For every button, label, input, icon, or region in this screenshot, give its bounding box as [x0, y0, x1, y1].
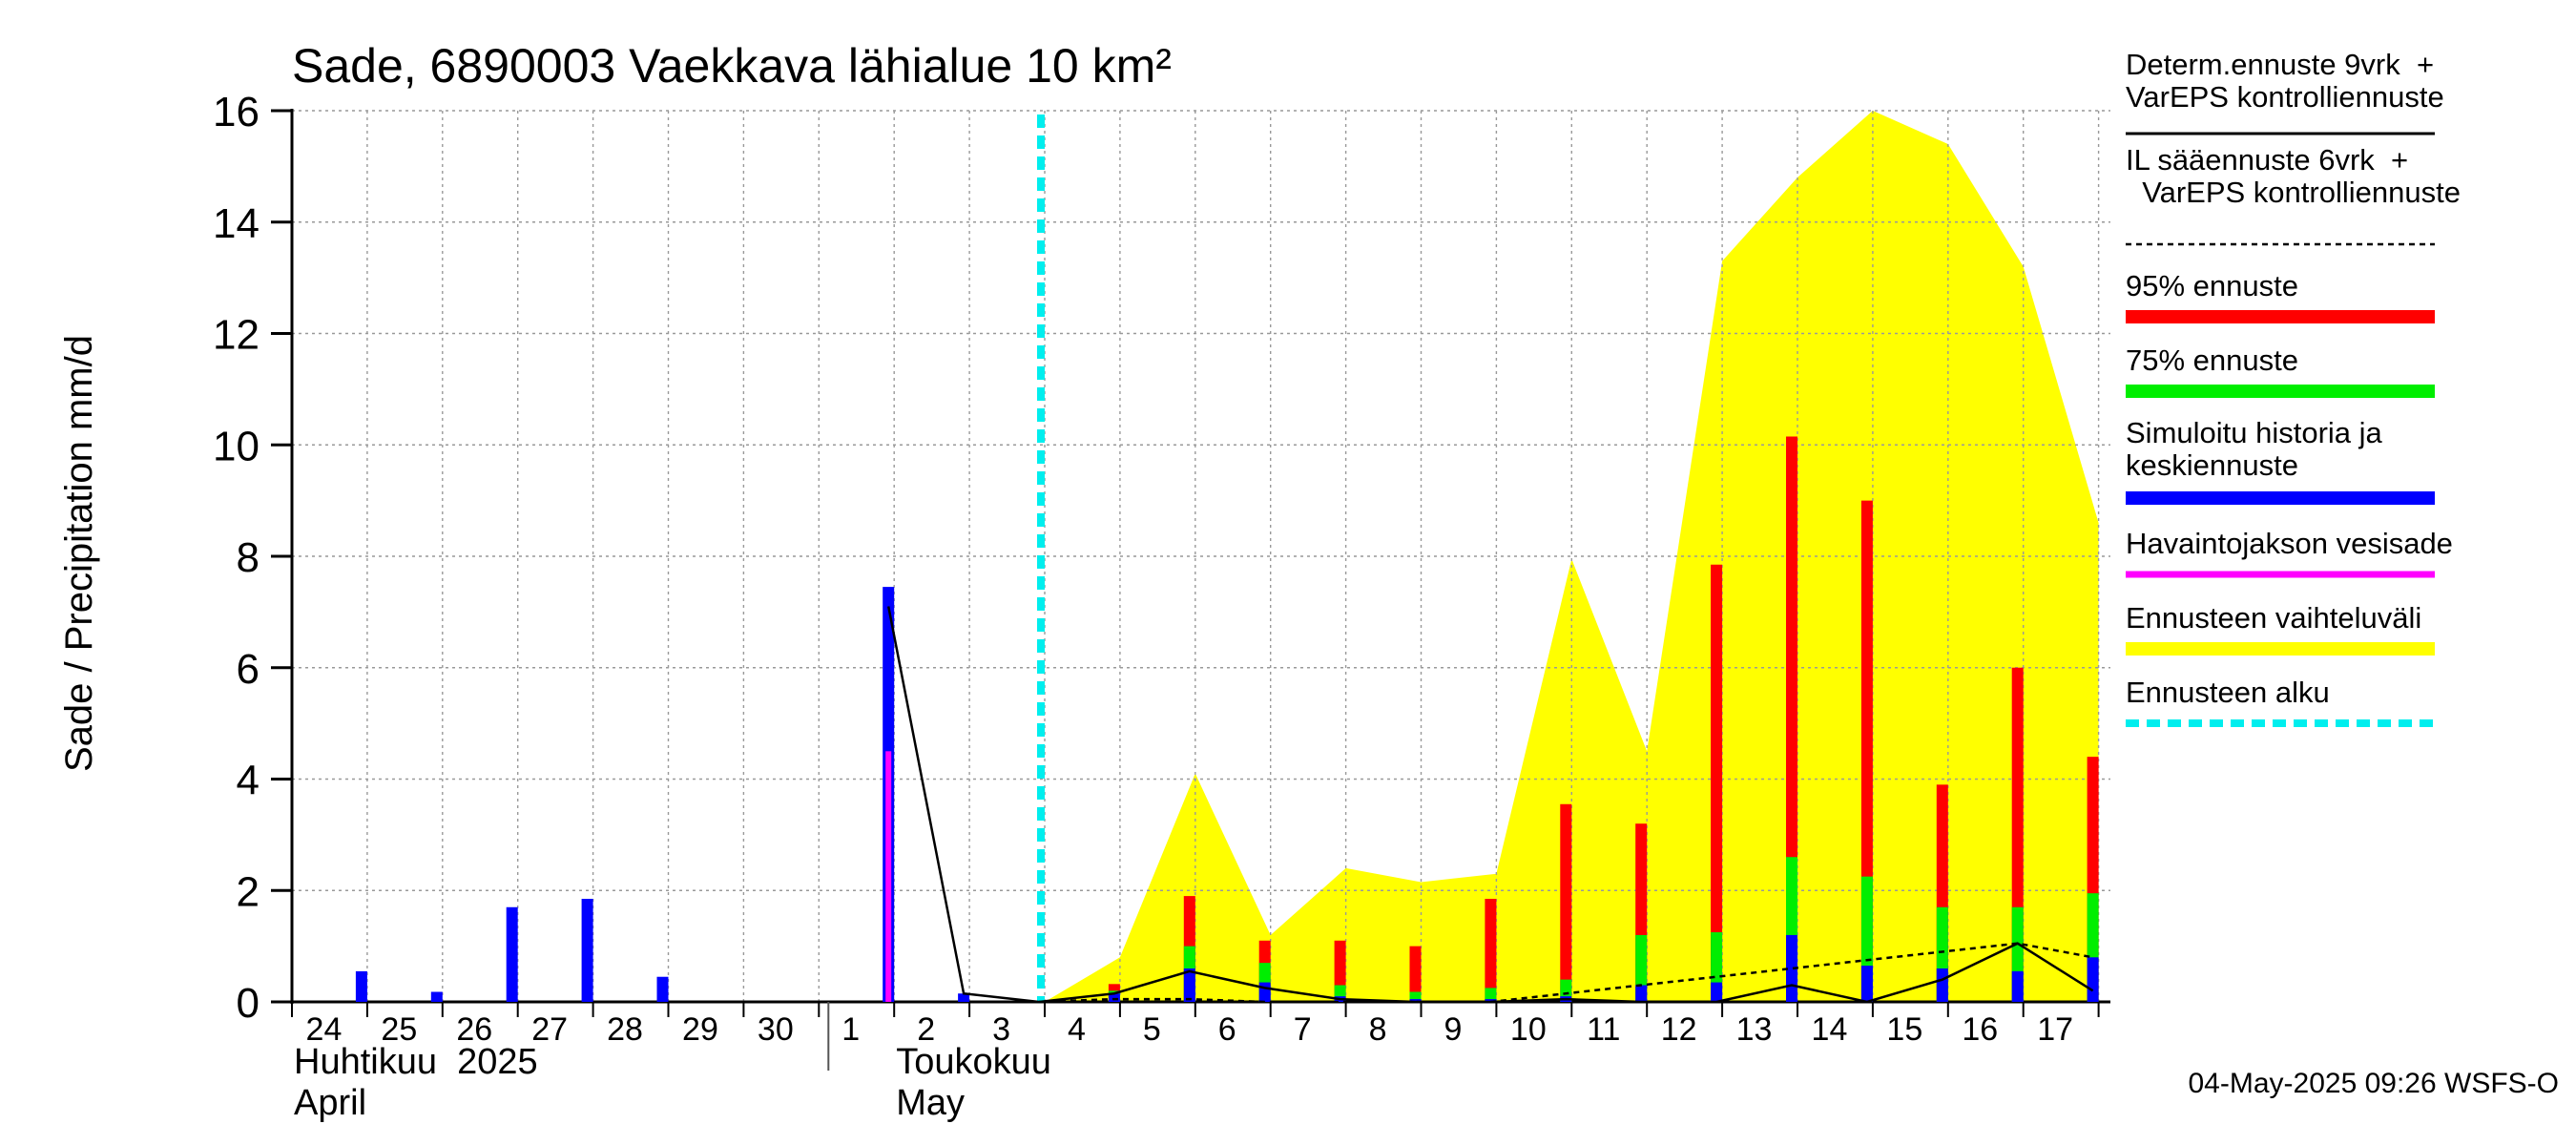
forecast-95-bar	[1409, 946, 1422, 1002]
y-tick-label: 6	[237, 646, 260, 693]
legend-label: keskiennuste	[2126, 448, 2298, 482]
x-tick-label: 15	[1886, 1011, 1922, 1048]
forecast-median-bar	[2087, 957, 2099, 1002]
x-tick-label: 17	[2037, 1011, 2073, 1048]
y-tick-label: 0	[237, 980, 260, 1027]
legend-label: Havaintojakson vesisade	[2126, 527, 2453, 560]
y-tick-label: 16	[213, 89, 260, 135]
forecast-median-bar	[1860, 966, 1873, 1002]
y-tick-label: 14	[213, 200, 260, 247]
forecast-median-bar	[2011, 970, 2024, 1002]
legend-label: Simuloitu historia ja	[2126, 416, 2383, 449]
x-tick-label: 27	[531, 1011, 568, 1048]
x-tick-label: 14	[1812, 1011, 1848, 1048]
forecast-95-bar	[1485, 899, 1497, 1002]
observed-precipitation-bar	[885, 751, 892, 1002]
x-tick-label: 11	[1587, 1011, 1620, 1048]
y-tick-label: 4	[237, 758, 260, 804]
simulated-history-bar	[656, 976, 669, 1002]
x-tick-label: 4	[1068, 1011, 1086, 1048]
y-tick-label: 2	[237, 868, 260, 915]
x-tick-label: 26	[456, 1011, 492, 1048]
x-tick-label: 29	[682, 1011, 718, 1048]
simulated-history-bar	[506, 906, 518, 1002]
legend-label: Determ.ennuste 9vrk +	[2126, 48, 2434, 81]
forecast-median-bar	[1711, 982, 1723, 1002]
forecast-75-bar	[1409, 991, 1422, 1002]
y-tick-label: 12	[213, 312, 260, 359]
x-tick-label: 30	[758, 1011, 794, 1048]
month-label-english: May	[896, 1083, 965, 1123]
y-tick-label: 10	[213, 423, 260, 469]
x-tick-label: 12	[1661, 1011, 1697, 1048]
simulated-history-bar	[355, 970, 367, 1002]
x-tick-label: 8	[1369, 1011, 1387, 1048]
legend: Determ.ennuste 9vrk +VarEPS kontrollienn…	[2126, 48, 2461, 727]
forecast-median-bar	[1409, 999, 1422, 1002]
forecast-median-bar	[1485, 999, 1497, 1002]
legend-label: Ennusteen alku	[2126, 676, 2330, 709]
x-tick-label: 5	[1143, 1011, 1161, 1048]
month-label-english: April	[294, 1083, 366, 1123]
y-axis-label: Sade / Precipitation mm/d	[58, 335, 100, 772]
forecast-median-bar	[1936, 968, 1948, 1002]
forecast-95-bar	[1560, 803, 1572, 1002]
forecast-75-bar	[1485, 988, 1497, 1002]
timestamp-footer: 04-May-2025 09:26 WSFS-O	[2189, 1068, 2560, 1099]
legend-label: 75% ennuste	[2126, 344, 2298, 377]
x-tick-label: 24	[306, 1011, 343, 1048]
x-tick-label: 10	[1510, 1011, 1547, 1048]
forecast-median-bar	[1258, 982, 1271, 1002]
y-tick-label: 8	[237, 534, 260, 581]
x-tick-label: 1	[841, 1011, 860, 1048]
simulated-history-bar	[581, 899, 593, 1002]
month-label: Toukokuu	[896, 1042, 1051, 1082]
legend-label: VarEPS kontrolliennuste	[2126, 80, 2444, 114]
legend-label: IL sääennuste 6vrk +	[2126, 143, 2408, 177]
simulated-history-bar	[430, 991, 443, 1002]
forecast-median-bar	[1635, 985, 1648, 1002]
forecast-95-bar	[1711, 564, 1723, 1002]
x-tick-label: 7	[1294, 1011, 1312, 1048]
x-tick-label: 2	[917, 1011, 935, 1048]
forecast-median-bar	[1183, 968, 1195, 1002]
forecast-median-bar	[1108, 993, 1120, 1002]
simulated-history-bar	[958, 993, 970, 1002]
x-tick-label: 9	[1444, 1011, 1462, 1048]
x-tick-label: 16	[1962, 1011, 1998, 1048]
x-tick-label: 13	[1736, 1011, 1773, 1048]
chart-title: Sade, 6890003 Vaekkava lähialue 10 km²	[292, 39, 1172, 93]
x-tick-label: 28	[607, 1011, 643, 1048]
month-label: Huhtikuu 2025	[294, 1042, 538, 1082]
x-tick-label: 6	[1218, 1011, 1236, 1048]
x-tick-label: 25	[381, 1011, 417, 1048]
legend-label: VarEPS kontrolliennuste	[2126, 176, 2461, 209]
x-tick-label: 3	[992, 1011, 1010, 1048]
legend-label: Ennusteen vaihteluväli	[2126, 601, 2421, 635]
legend-label: 95% ennuste	[2126, 269, 2298, 302]
